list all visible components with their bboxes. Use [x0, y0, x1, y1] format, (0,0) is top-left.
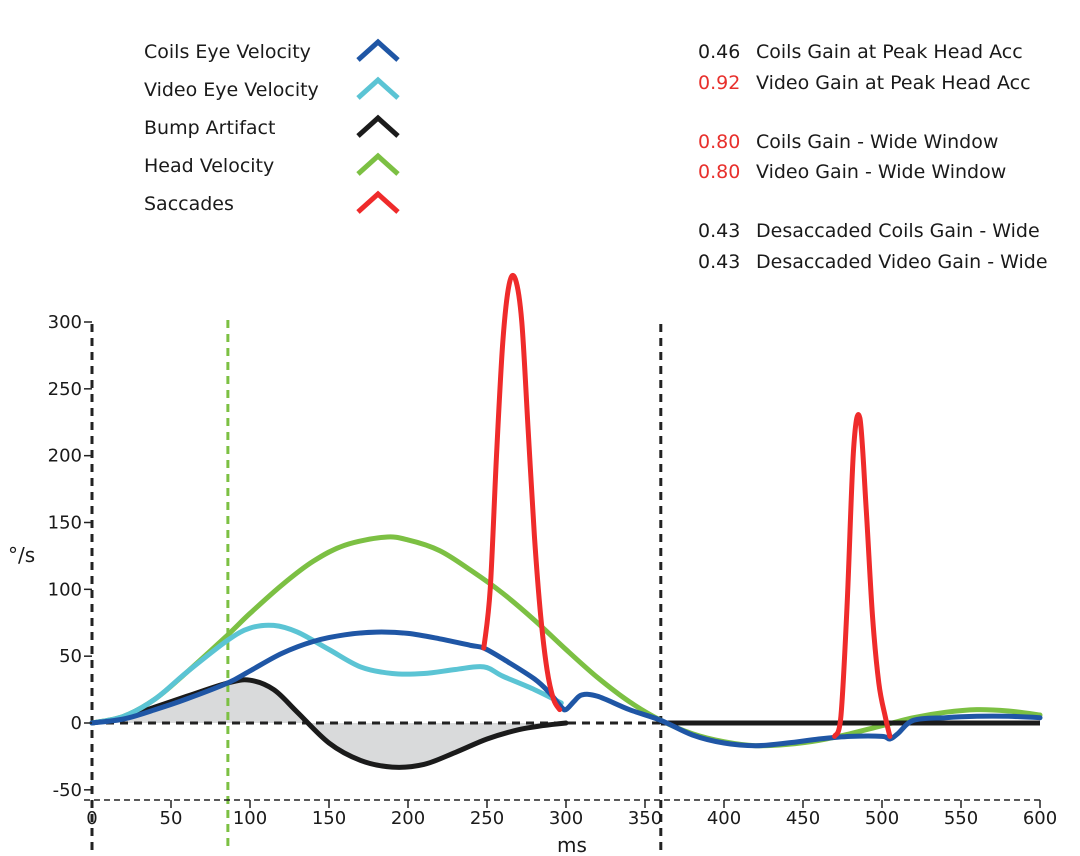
x-tick-label-400: 400: [707, 808, 741, 829]
gain-value: 0.46: [698, 41, 740, 63]
gain-row-5: 0.43 Desaccaded Video Gain - Wide: [698, 251, 1048, 273]
y-tick-label-300: 300: [48, 312, 82, 333]
y-tick-label-0: 0: [71, 713, 82, 734]
series-head-velocity-line: [89, 534, 1043, 749]
gain-row-2: 0.80 Coils Gain - Wide Window: [698, 131, 998, 153]
legend-chevron-icon: [356, 38, 400, 62]
legend-label: Head Velocity: [144, 155, 274, 177]
legend-label: Bump Artifact: [144, 117, 275, 139]
legend-item-coils-eye-velocity: Coils Eye Velocity: [144, 38, 400, 63]
x-tick-label-450: 450: [786, 808, 820, 829]
legend-label: Coils Eye Velocity: [144, 41, 311, 63]
gain-value: 0.43: [698, 220, 740, 242]
series-bump-artifact-line: [89, 677, 569, 770]
y-tick-label-200: 200: [48, 446, 82, 467]
series-lines: [89, 272, 1043, 770]
gain-label: Desaccaded Coils Gain - Wide: [756, 220, 1040, 242]
y-tick-label-50: 50: [59, 646, 82, 667]
x-axis-label: ms: [557, 833, 587, 856]
legend-chevron-icon: [356, 152, 400, 176]
gain-row-1: 0.92 Video Gain at Peak Head Acc: [698, 72, 1031, 94]
gain-label: Video Gain - Wide Window: [756, 161, 1006, 183]
gain-value: 0.92: [698, 72, 740, 94]
gain-label: Desaccaded Video Gain - Wide: [756, 251, 1048, 273]
x-tick-label-150: 150: [312, 808, 346, 829]
gain-value: 0.80: [698, 131, 740, 153]
legend-item-bump-artifact: Bump Artifact: [144, 114, 400, 139]
gain-value: 0.80: [698, 161, 740, 183]
legend-item-saccades: Saccades: [144, 190, 400, 215]
legend-label: Saccades: [144, 193, 234, 215]
shaded-region-0: [92, 679, 566, 768]
series-saccades-line-0: [481, 272, 563, 713]
legend: Coils Eye Velocity Video Eye Velocity Bump…: [144, 38, 400, 215]
gain-values: 0.46 Coils Gain at Peak Head Acc 0.92 Video…: [698, 41, 1048, 273]
series-saccades-line-1: [832, 411, 893, 739]
legend-chevron-icon: [356, 76, 400, 100]
x-tick-label-200: 200: [391, 808, 425, 829]
gain-value: 0.43: [698, 251, 740, 273]
vertical-markers: [90, 320, 663, 850]
series-coils-eye-velocity-line: [89, 629, 1043, 749]
x-tick-label-0: 0: [86, 808, 97, 829]
legend-item-head-velocity: Head Velocity: [144, 152, 400, 177]
x-tick-label-250: 250: [470, 808, 504, 829]
series-video-eye-velocity-line: [89, 622, 564, 726]
x-tick-label-600: 600: [1023, 808, 1057, 829]
y-tick-label--50: -50: [53, 780, 82, 801]
x-tick-label-300: 300: [549, 808, 583, 829]
axes: 0 50 100 150 200 250 300 350 400 450 500 550 600-500…: [8, 312, 1057, 856]
y-tick-label-150: 150: [48, 513, 82, 534]
gain-row-0: 0.46 Coils Gain at Peak Head Acc: [698, 41, 1023, 63]
x-tick-label-550: 550: [944, 808, 978, 829]
gain-label: Coils Gain - Wide Window: [756, 131, 998, 153]
gain-row-3: 0.80 Video Gain - Wide Window: [698, 161, 1006, 183]
gain-label: Video Gain at Peak Head Acc: [756, 72, 1031, 94]
legend-label: Video Eye Velocity: [144, 79, 319, 101]
y-axis-label: °/s: [8, 543, 35, 567]
legend-item-video-eye-velocity: Video Eye Velocity: [144, 76, 400, 101]
bump-artifact-shaded-area: [92, 679, 566, 768]
y-tick-label-250: 250: [48, 379, 82, 400]
x-tick-label-350: 350: [628, 808, 662, 829]
y-tick-label-100: 100: [48, 579, 82, 600]
legend-chevron-icon: [356, 190, 400, 214]
x-tick-label-500: 500: [865, 808, 899, 829]
gain-label: Coils Gain at Peak Head Acc: [756, 41, 1023, 63]
x-tick-label-100: 100: [233, 808, 267, 829]
gain-row-4: 0.43 Desaccaded Coils Gain - Wide: [698, 220, 1040, 242]
x-tick-label-50: 50: [160, 808, 183, 829]
legend-chevron-icon: [356, 114, 400, 138]
